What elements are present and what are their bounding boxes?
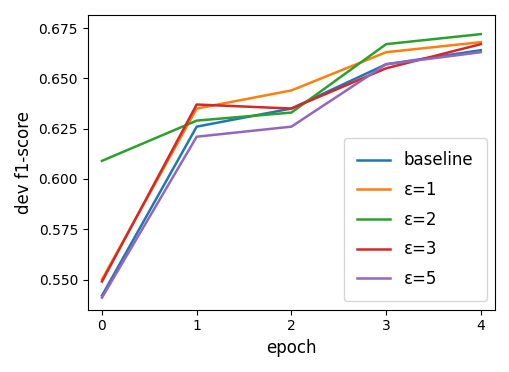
Y-axis label: dev f1-score: dev f1-score [15,111,33,214]
ε=1 [99,277,105,282]
ε=3 [288,106,294,111]
Line: ε=5: ε=5 [102,52,480,298]
ε=5 [382,62,388,67]
X-axis label: epoch: epoch [266,339,316,357]
ε=1 [288,88,294,93]
Line: ε=3: ε=3 [102,44,480,282]
baseline [382,62,388,67]
Line: baseline: baseline [102,50,480,296]
ε=2 [193,118,200,123]
baseline [99,294,105,298]
ε=5 [193,135,200,139]
ε=1 [477,40,483,44]
ε=2 [288,110,294,115]
ε=1 [193,106,200,111]
ε=2 [382,42,388,46]
Legend: baseline, ε=1, ε=2, ε=3, ε=5: baseline, ε=1, ε=2, ε=3, ε=5 [343,138,486,301]
ε=5 [99,295,105,300]
ε=1 [382,50,388,54]
ε=3 [477,42,483,46]
Line: ε=2: ε=2 [102,34,480,161]
ε=5 [288,124,294,129]
ε=5 [477,50,483,54]
ε=3 [99,279,105,284]
Line: ε=1: ε=1 [102,42,480,279]
baseline [288,106,294,111]
ε=2 [477,32,483,36]
ε=3 [382,66,388,71]
baseline [193,124,200,129]
baseline [477,48,483,52]
ε=2 [99,158,105,163]
ε=3 [193,102,200,107]
